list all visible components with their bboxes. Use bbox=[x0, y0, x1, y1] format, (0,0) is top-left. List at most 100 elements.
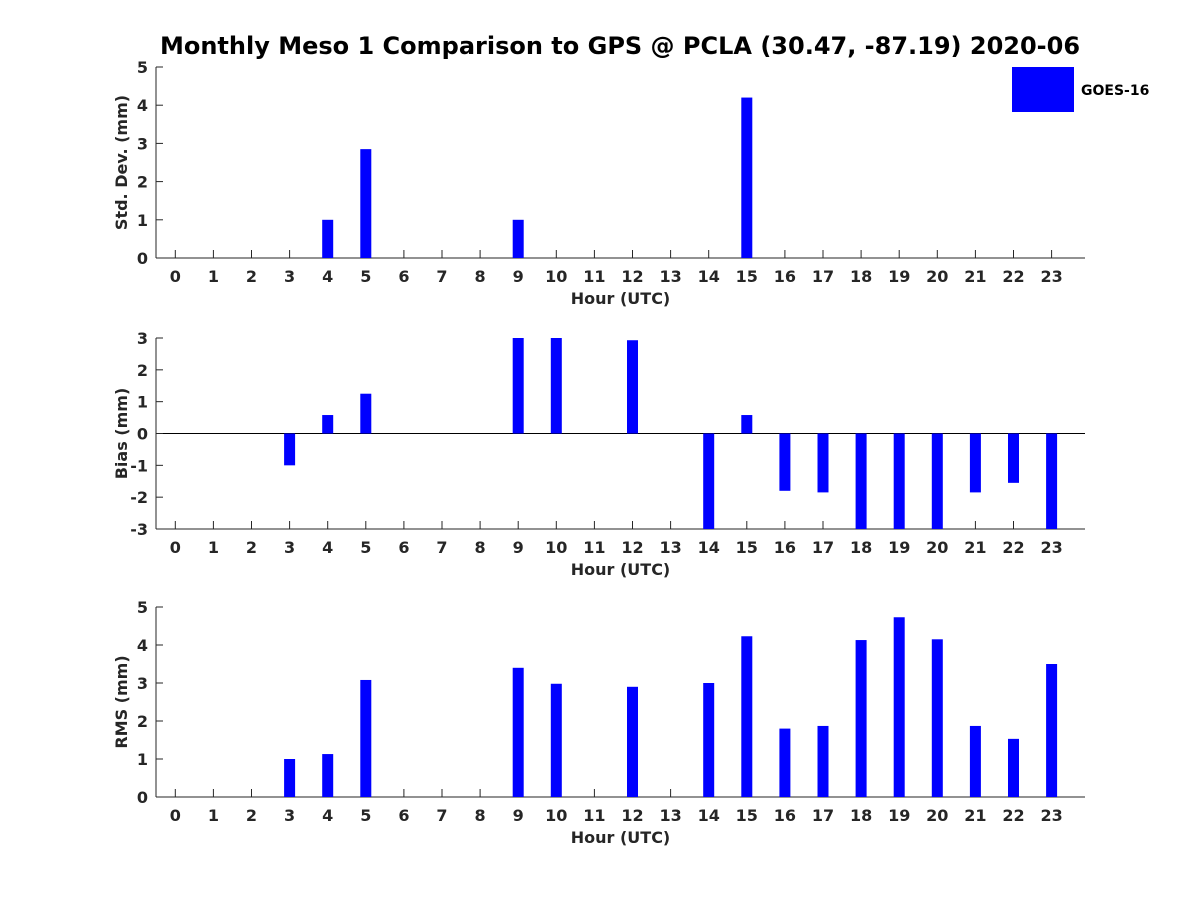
x-tick-label: 12 bbox=[621, 267, 643, 286]
x-tick-label: 20 bbox=[926, 806, 948, 825]
x-tick-label: 21 bbox=[964, 267, 986, 286]
x-tick-label: 10 bbox=[545, 267, 567, 286]
x-tick-label: 11 bbox=[583, 538, 605, 557]
bar-hour-15 bbox=[741, 415, 753, 434]
x-tick-label: 19 bbox=[888, 538, 910, 557]
bar-hour-17 bbox=[817, 725, 829, 797]
bar-hour-16 bbox=[779, 433, 791, 491]
x-tick-label: 2 bbox=[246, 806, 257, 825]
x-tick-label: 16 bbox=[774, 538, 796, 557]
y-tick-label: -1 bbox=[130, 456, 148, 475]
bar-hour-15 bbox=[741, 636, 753, 797]
x-tick-label: 22 bbox=[1002, 538, 1024, 557]
x-tick-label: 0 bbox=[170, 538, 181, 557]
bar-hour-4 bbox=[322, 219, 334, 258]
x-tick-label: 8 bbox=[475, 267, 486, 286]
y-axis-label: RMS (mm) bbox=[112, 655, 131, 748]
x-tick-label: 21 bbox=[964, 538, 986, 557]
x-tick-label: 23 bbox=[1040, 267, 1062, 286]
x-tick-label: 21 bbox=[964, 806, 986, 825]
bar-hour-4 bbox=[322, 415, 334, 434]
x-tick-label: 14 bbox=[698, 806, 720, 825]
x-tick-label: 2 bbox=[246, 267, 257, 286]
x-tick-label: 15 bbox=[736, 267, 758, 286]
x-tick-label: 23 bbox=[1040, 538, 1062, 557]
bar-hour-20 bbox=[931, 433, 943, 529]
x-tick-label: 6 bbox=[398, 267, 409, 286]
x-tick-label: 15 bbox=[736, 806, 758, 825]
y-tick-label: 4 bbox=[137, 636, 148, 655]
bar-hour-10 bbox=[550, 338, 562, 434]
y-tick-label: 2 bbox=[137, 712, 148, 731]
legend-swatch bbox=[1012, 67, 1074, 112]
x-tick-label: 15 bbox=[736, 538, 758, 557]
bar-hour-22 bbox=[1008, 738, 1019, 797]
x-tick-label: 1 bbox=[208, 267, 219, 286]
x-tick-label: 7 bbox=[436, 538, 447, 557]
x-tick-label: 17 bbox=[812, 538, 834, 557]
x-tick-label: 8 bbox=[475, 538, 486, 557]
x-tick-label: 3 bbox=[284, 538, 295, 557]
y-tick-label: 3 bbox=[137, 134, 148, 153]
figure-title: Monthly Meso 1 Comparison to GPS @ PCLA … bbox=[160, 32, 1080, 60]
x-tick-label: 11 bbox=[583, 806, 605, 825]
legend-label: GOES-16 bbox=[1081, 83, 1149, 99]
x-tick-label: 11 bbox=[583, 267, 605, 286]
y-tick-label: 3 bbox=[137, 674, 148, 693]
x-tick-label: 3 bbox=[284, 267, 295, 286]
bar-hour-19 bbox=[893, 433, 905, 529]
x-tick-label: 19 bbox=[888, 806, 910, 825]
x-tick-label: 4 bbox=[322, 267, 333, 286]
x-tick-label: 16 bbox=[774, 267, 796, 286]
x-tick-label: 0 bbox=[170, 267, 181, 286]
x-tick-label: 4 bbox=[322, 806, 333, 825]
bar-hour-9 bbox=[512, 219, 524, 258]
x-tick-label: 18 bbox=[850, 267, 872, 286]
bar-hour-21 bbox=[969, 433, 981, 493]
x-tick-label: 1 bbox=[208, 538, 219, 557]
x-tick-label: 20 bbox=[926, 538, 948, 557]
y-tick-label: 3 bbox=[137, 329, 148, 348]
x-tick-label: 12 bbox=[621, 538, 643, 557]
bar-hour-20 bbox=[931, 639, 943, 797]
bar-hour-17 bbox=[817, 433, 829, 493]
x-axis-label: Hour (UTC) bbox=[571, 560, 671, 579]
y-axis-label: Bias (mm) bbox=[112, 388, 131, 480]
x-tick-label: 7 bbox=[436, 806, 447, 825]
x-tick-label: 13 bbox=[659, 806, 681, 825]
bar-hour-10 bbox=[550, 683, 562, 797]
x-tick-label: 20 bbox=[926, 267, 948, 286]
x-tick-label: 22 bbox=[1002, 806, 1024, 825]
y-tick-label: 0 bbox=[137, 788, 148, 807]
x-tick-label: 4 bbox=[322, 538, 333, 557]
x-tick-label: 22 bbox=[1002, 267, 1024, 286]
bar-hour-5 bbox=[360, 679, 372, 797]
bar-hour-23 bbox=[1046, 433, 1058, 529]
x-tick-label: 5 bbox=[360, 267, 371, 286]
x-tick-label: 19 bbox=[888, 267, 910, 286]
x-axis-label: Hour (UTC) bbox=[571, 828, 671, 847]
x-tick-label: 6 bbox=[398, 538, 409, 557]
x-tick-label: 9 bbox=[513, 806, 524, 825]
x-tick-label: 9 bbox=[513, 267, 524, 286]
x-tick-label: 23 bbox=[1040, 806, 1062, 825]
bar-hour-14 bbox=[703, 683, 715, 797]
x-tick-label: 14 bbox=[698, 267, 720, 286]
bar-hour-14 bbox=[703, 433, 715, 529]
x-tick-label: 6 bbox=[398, 806, 409, 825]
x-axis-label: Hour (UTC) bbox=[571, 289, 671, 308]
bar-hour-16 bbox=[779, 728, 791, 797]
x-tick-label: 10 bbox=[545, 806, 567, 825]
x-tick-label: 13 bbox=[659, 538, 681, 557]
x-tick-label: 13 bbox=[659, 267, 681, 286]
x-tick-label: 1 bbox=[208, 806, 219, 825]
y-tick-label: 2 bbox=[137, 173, 148, 192]
y-tick-label: 1 bbox=[137, 211, 148, 230]
x-tick-label: 8 bbox=[475, 806, 486, 825]
y-tick-label: 4 bbox=[137, 96, 148, 115]
bar-hour-5 bbox=[360, 393, 372, 434]
x-tick-label: 5 bbox=[360, 538, 371, 557]
